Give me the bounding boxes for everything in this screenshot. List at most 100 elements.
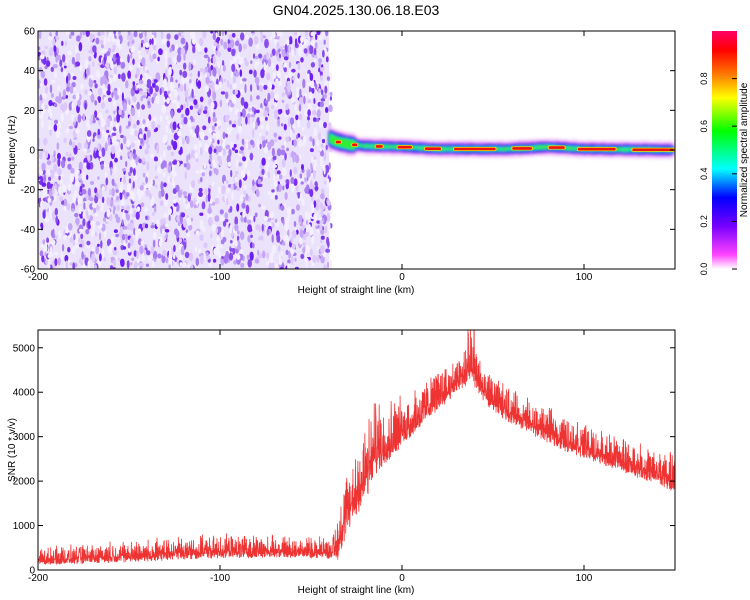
noise-speck bbox=[242, 43, 248, 50]
noise-speck bbox=[319, 220, 324, 224]
noise-speck bbox=[328, 162, 331, 170]
noise-speck bbox=[163, 236, 167, 241]
noise-speck bbox=[130, 262, 133, 266]
noise-speck bbox=[87, 187, 91, 197]
noise-speck bbox=[197, 70, 200, 78]
noise-speck bbox=[125, 192, 130, 197]
noise-speck bbox=[77, 196, 83, 205]
noise-speck bbox=[118, 44, 122, 50]
noise-speck bbox=[291, 68, 296, 73]
noise-speck bbox=[135, 229, 139, 235]
noise-speck bbox=[91, 246, 95, 252]
noise-speck bbox=[302, 242, 306, 247]
noise-speck bbox=[111, 33, 115, 42]
noise-speck bbox=[82, 31, 86, 36]
noise-speck bbox=[113, 110, 116, 115]
noise-speck bbox=[288, 44, 291, 54]
noise-speck bbox=[321, 89, 324, 96]
noise-speck bbox=[234, 240, 238, 247]
noise-speck bbox=[217, 186, 221, 195]
noise-speck bbox=[295, 114, 299, 121]
noise-speck bbox=[110, 145, 116, 155]
noise-speck bbox=[146, 129, 151, 139]
noise-speck bbox=[172, 199, 177, 204]
noise-speck bbox=[180, 113, 185, 119]
noise-speck bbox=[174, 228, 179, 236]
noise-speck bbox=[323, 264, 327, 269]
noise-speck bbox=[263, 146, 269, 154]
noise-speck bbox=[173, 244, 176, 253]
noise-speck bbox=[115, 189, 119, 193]
noise-speck bbox=[77, 142, 82, 150]
noise-speck bbox=[65, 128, 70, 134]
noise-speck bbox=[182, 70, 188, 78]
noise-speck bbox=[72, 262, 76, 269]
noise-speck bbox=[185, 229, 189, 233]
noise-speck bbox=[88, 56, 92, 62]
colorbar-tick-label: 0.2 bbox=[699, 215, 709, 228]
noise-speck bbox=[43, 174, 47, 183]
noise-speck bbox=[301, 127, 305, 131]
noise-speck bbox=[109, 160, 113, 170]
noise-speck bbox=[323, 93, 327, 99]
noise-speck bbox=[140, 137, 144, 145]
noise-speck bbox=[271, 147, 275, 157]
noise-speck bbox=[49, 169, 53, 174]
noise-speck bbox=[237, 111, 241, 118]
noise-speck bbox=[144, 126, 148, 132]
noise-speck bbox=[233, 143, 237, 148]
noise-speck bbox=[157, 124, 161, 129]
noise-speck bbox=[39, 100, 43, 105]
noise-speck bbox=[197, 80, 202, 89]
noise-speck bbox=[87, 154, 91, 162]
noise-speck bbox=[38, 190, 41, 195]
noise-speck bbox=[270, 105, 275, 110]
noise-speck bbox=[102, 217, 107, 222]
noise-speck bbox=[318, 88, 321, 93]
noise-speck bbox=[189, 84, 192, 92]
noise-speck bbox=[328, 104, 333, 113]
noise-speck bbox=[294, 38, 298, 46]
noise-speck bbox=[42, 210, 46, 219]
noise-speck bbox=[250, 60, 253, 64]
noise-speck bbox=[72, 94, 77, 100]
noise-speck bbox=[210, 105, 214, 113]
noise-speck bbox=[112, 126, 117, 132]
noise-speck bbox=[188, 79, 192, 84]
noise-speck bbox=[280, 251, 284, 256]
noise-speck bbox=[144, 148, 149, 155]
noise-speck bbox=[67, 50, 72, 56]
noise-speck bbox=[95, 204, 100, 211]
noise-speck bbox=[253, 215, 256, 223]
noise-speck bbox=[139, 133, 143, 139]
y-tick-label: -60 bbox=[21, 265, 36, 276]
noise-speck bbox=[258, 253, 263, 259]
noise-speck bbox=[306, 170, 311, 178]
noise-speck bbox=[55, 55, 58, 63]
noise-speck bbox=[256, 95, 260, 100]
noise-speck bbox=[165, 193, 169, 200]
noise-speck bbox=[263, 174, 268, 179]
noise-speck bbox=[137, 188, 140, 197]
noise-speck bbox=[233, 56, 237, 62]
noise-speck bbox=[135, 211, 140, 220]
noise-speck bbox=[107, 83, 111, 92]
noise-speck bbox=[44, 252, 47, 257]
noise-speck bbox=[71, 114, 75, 122]
x-tick-label: 0 bbox=[399, 272, 405, 283]
noise-speck bbox=[294, 103, 297, 113]
noise-speck bbox=[58, 185, 62, 196]
noise-speck bbox=[190, 264, 194, 269]
noise-speck bbox=[86, 162, 91, 170]
noise-speck bbox=[54, 194, 57, 203]
noise-speck bbox=[101, 147, 106, 157]
noise-speck bbox=[287, 263, 290, 269]
noise-speck bbox=[231, 32, 236, 38]
noise-speck bbox=[264, 99, 269, 104]
snr-panel: -200 -100 0 100 0 1000 2000 3000 4000 5000 Heigh… bbox=[7, 329, 676, 596]
noise-speck bbox=[208, 116, 211, 124]
noise-speck bbox=[53, 251, 59, 256]
noise-speck bbox=[78, 258, 83, 264]
noise-speck bbox=[241, 202, 246, 209]
noise-speck bbox=[120, 226, 124, 236]
